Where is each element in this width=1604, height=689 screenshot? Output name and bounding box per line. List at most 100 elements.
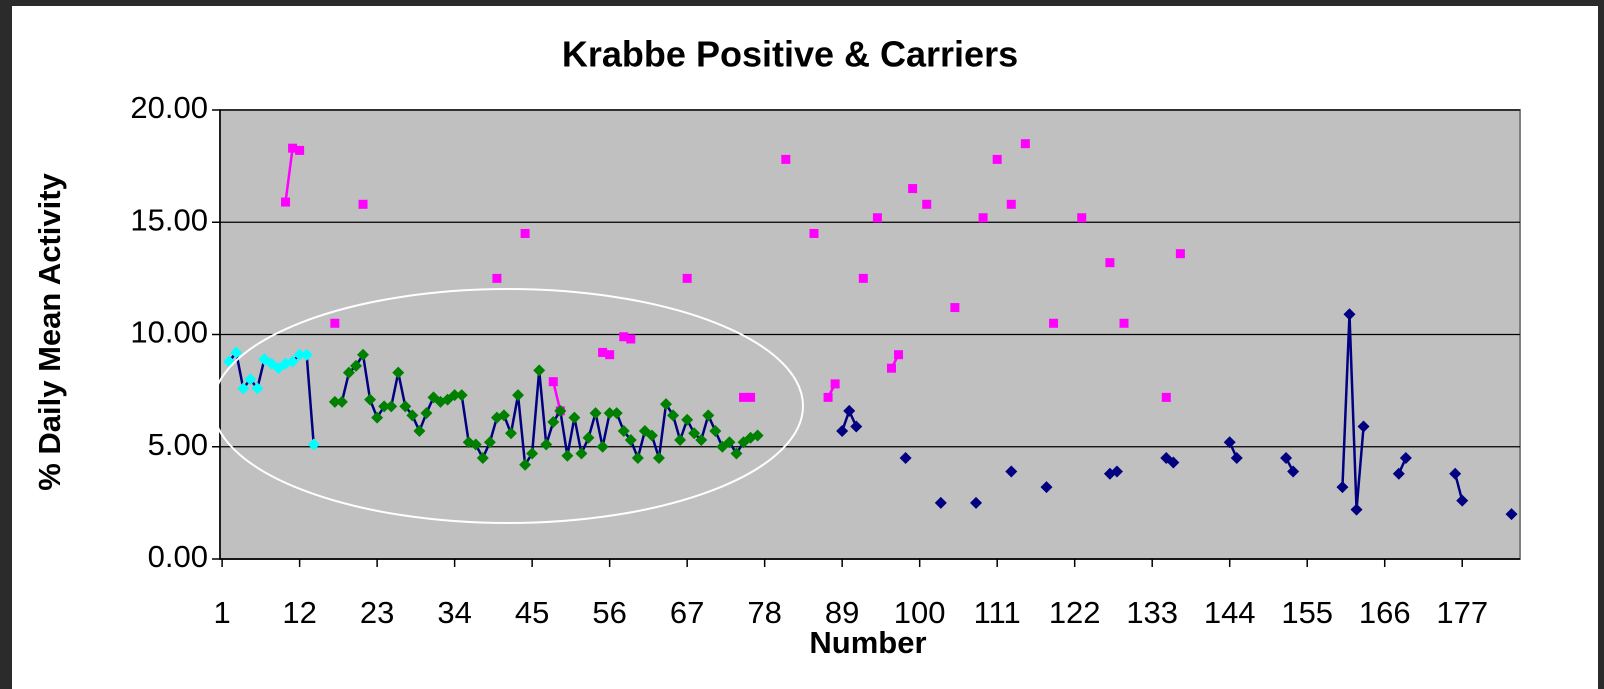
point-marker: [1167, 456, 1180, 469]
point-marker: [619, 332, 629, 342]
point-marker: [1287, 465, 1300, 478]
point-marker: [392, 366, 405, 379]
point-marker: [1105, 258, 1115, 268]
point-marker: [970, 496, 983, 509]
y-tick-label: 15.00: [130, 202, 208, 237]
point-marker: [781, 154, 791, 164]
point-marker: [605, 350, 615, 360]
point-marker: [286, 355, 299, 368]
point-marker: [1230, 451, 1243, 464]
point-marker: [809, 228, 819, 238]
point-marker: [406, 409, 419, 422]
point-marker: [688, 427, 701, 440]
point-marker: [512, 389, 525, 402]
point-marker: [540, 438, 553, 451]
x-tick-label: 122: [1049, 595, 1101, 630]
point-marker: [476, 451, 489, 464]
x-tick-label: 12: [282, 595, 316, 630]
point-marker: [295, 145, 305, 155]
point-marker: [1392, 467, 1405, 480]
point-marker: [342, 366, 355, 379]
point-marker: [1456, 494, 1469, 507]
series-line: [552, 381, 562, 412]
point-marker: [1449, 467, 1462, 480]
point-marker: [1175, 249, 1185, 259]
point-marker: [1005, 465, 1018, 478]
point-marker: [1336, 481, 1349, 494]
x-tick-label: 67: [670, 595, 704, 630]
point-marker: [575, 447, 588, 460]
point-marker: [899, 451, 912, 464]
x-tick-label: 23: [360, 595, 394, 630]
chart-title: Krabbe Positive & Carriers: [562, 34, 1018, 75]
point-marker: [830, 379, 840, 389]
point-marker: [746, 392, 756, 402]
point-marker: [617, 425, 630, 438]
point-marker: [448, 389, 461, 402]
point-marker: [349, 359, 362, 372]
point-marker: [950, 303, 960, 313]
point-marker: [908, 184, 918, 194]
point-marker: [886, 363, 896, 373]
point-marker: [526, 447, 539, 460]
point-marker: [624, 434, 637, 447]
point-marker: [1343, 308, 1356, 321]
point-marker: [603, 407, 616, 420]
point-marker: [823, 392, 833, 402]
point-marker: [358, 199, 368, 209]
x-tick-label: 89: [825, 595, 859, 630]
point-marker: [836, 425, 849, 438]
point-marker: [533, 364, 546, 377]
point-marker: [739, 392, 749, 402]
point-marker: [548, 377, 558, 387]
point-marker: [645, 429, 658, 442]
point-marker: [1161, 392, 1171, 402]
point-marker: [1280, 451, 1293, 464]
x-tick-label: 155: [1281, 595, 1333, 630]
point-marker: [469, 438, 482, 451]
point-marker: [702, 409, 715, 422]
point-marker: [1357, 420, 1370, 433]
point-marker: [934, 496, 947, 509]
point-marker: [1110, 465, 1123, 478]
point-marker: [251, 382, 264, 395]
point-marker: [520, 228, 530, 238]
x-tick-label: 34: [437, 595, 471, 630]
point-marker: [505, 427, 518, 440]
point-marker: [850, 420, 863, 433]
point-marker: [1505, 508, 1518, 521]
x-tick-label: 111: [974, 595, 1021, 630]
point-marker: [1399, 451, 1412, 464]
point-marker: [492, 273, 502, 283]
point-marker: [610, 407, 623, 420]
point-marker: [455, 389, 468, 402]
point-marker: [399, 400, 412, 413]
point-marker: [300, 348, 313, 361]
point-marker: [681, 413, 694, 426]
point-marker: [695, 434, 708, 447]
x-tick-label: 1: [213, 595, 230, 630]
point-marker: [561, 449, 574, 462]
point-marker: [568, 411, 581, 424]
x-tick-label: 133: [1126, 595, 1178, 630]
point-marker: [582, 431, 595, 444]
point-marker: [730, 447, 743, 460]
x-tick-label: 56: [592, 595, 626, 630]
point-marker: [230, 346, 243, 359]
point-marker: [554, 404, 567, 417]
point-marker: [682, 273, 692, 283]
point-marker: [667, 409, 680, 422]
point-marker: [497, 409, 510, 422]
point-marker: [328, 395, 341, 408]
point-marker: [293, 348, 306, 361]
point-marker: [281, 197, 291, 207]
point-marker: [547, 416, 560, 429]
x-tick-label: 144: [1204, 595, 1256, 630]
point-marker: [1020, 139, 1030, 149]
point-marker: [751, 429, 764, 442]
point-marker: [652, 451, 665, 464]
point-marker: [1006, 199, 1016, 209]
point-marker: [894, 350, 904, 360]
point-marker: [1049, 318, 1059, 328]
point-marker: [385, 400, 398, 413]
